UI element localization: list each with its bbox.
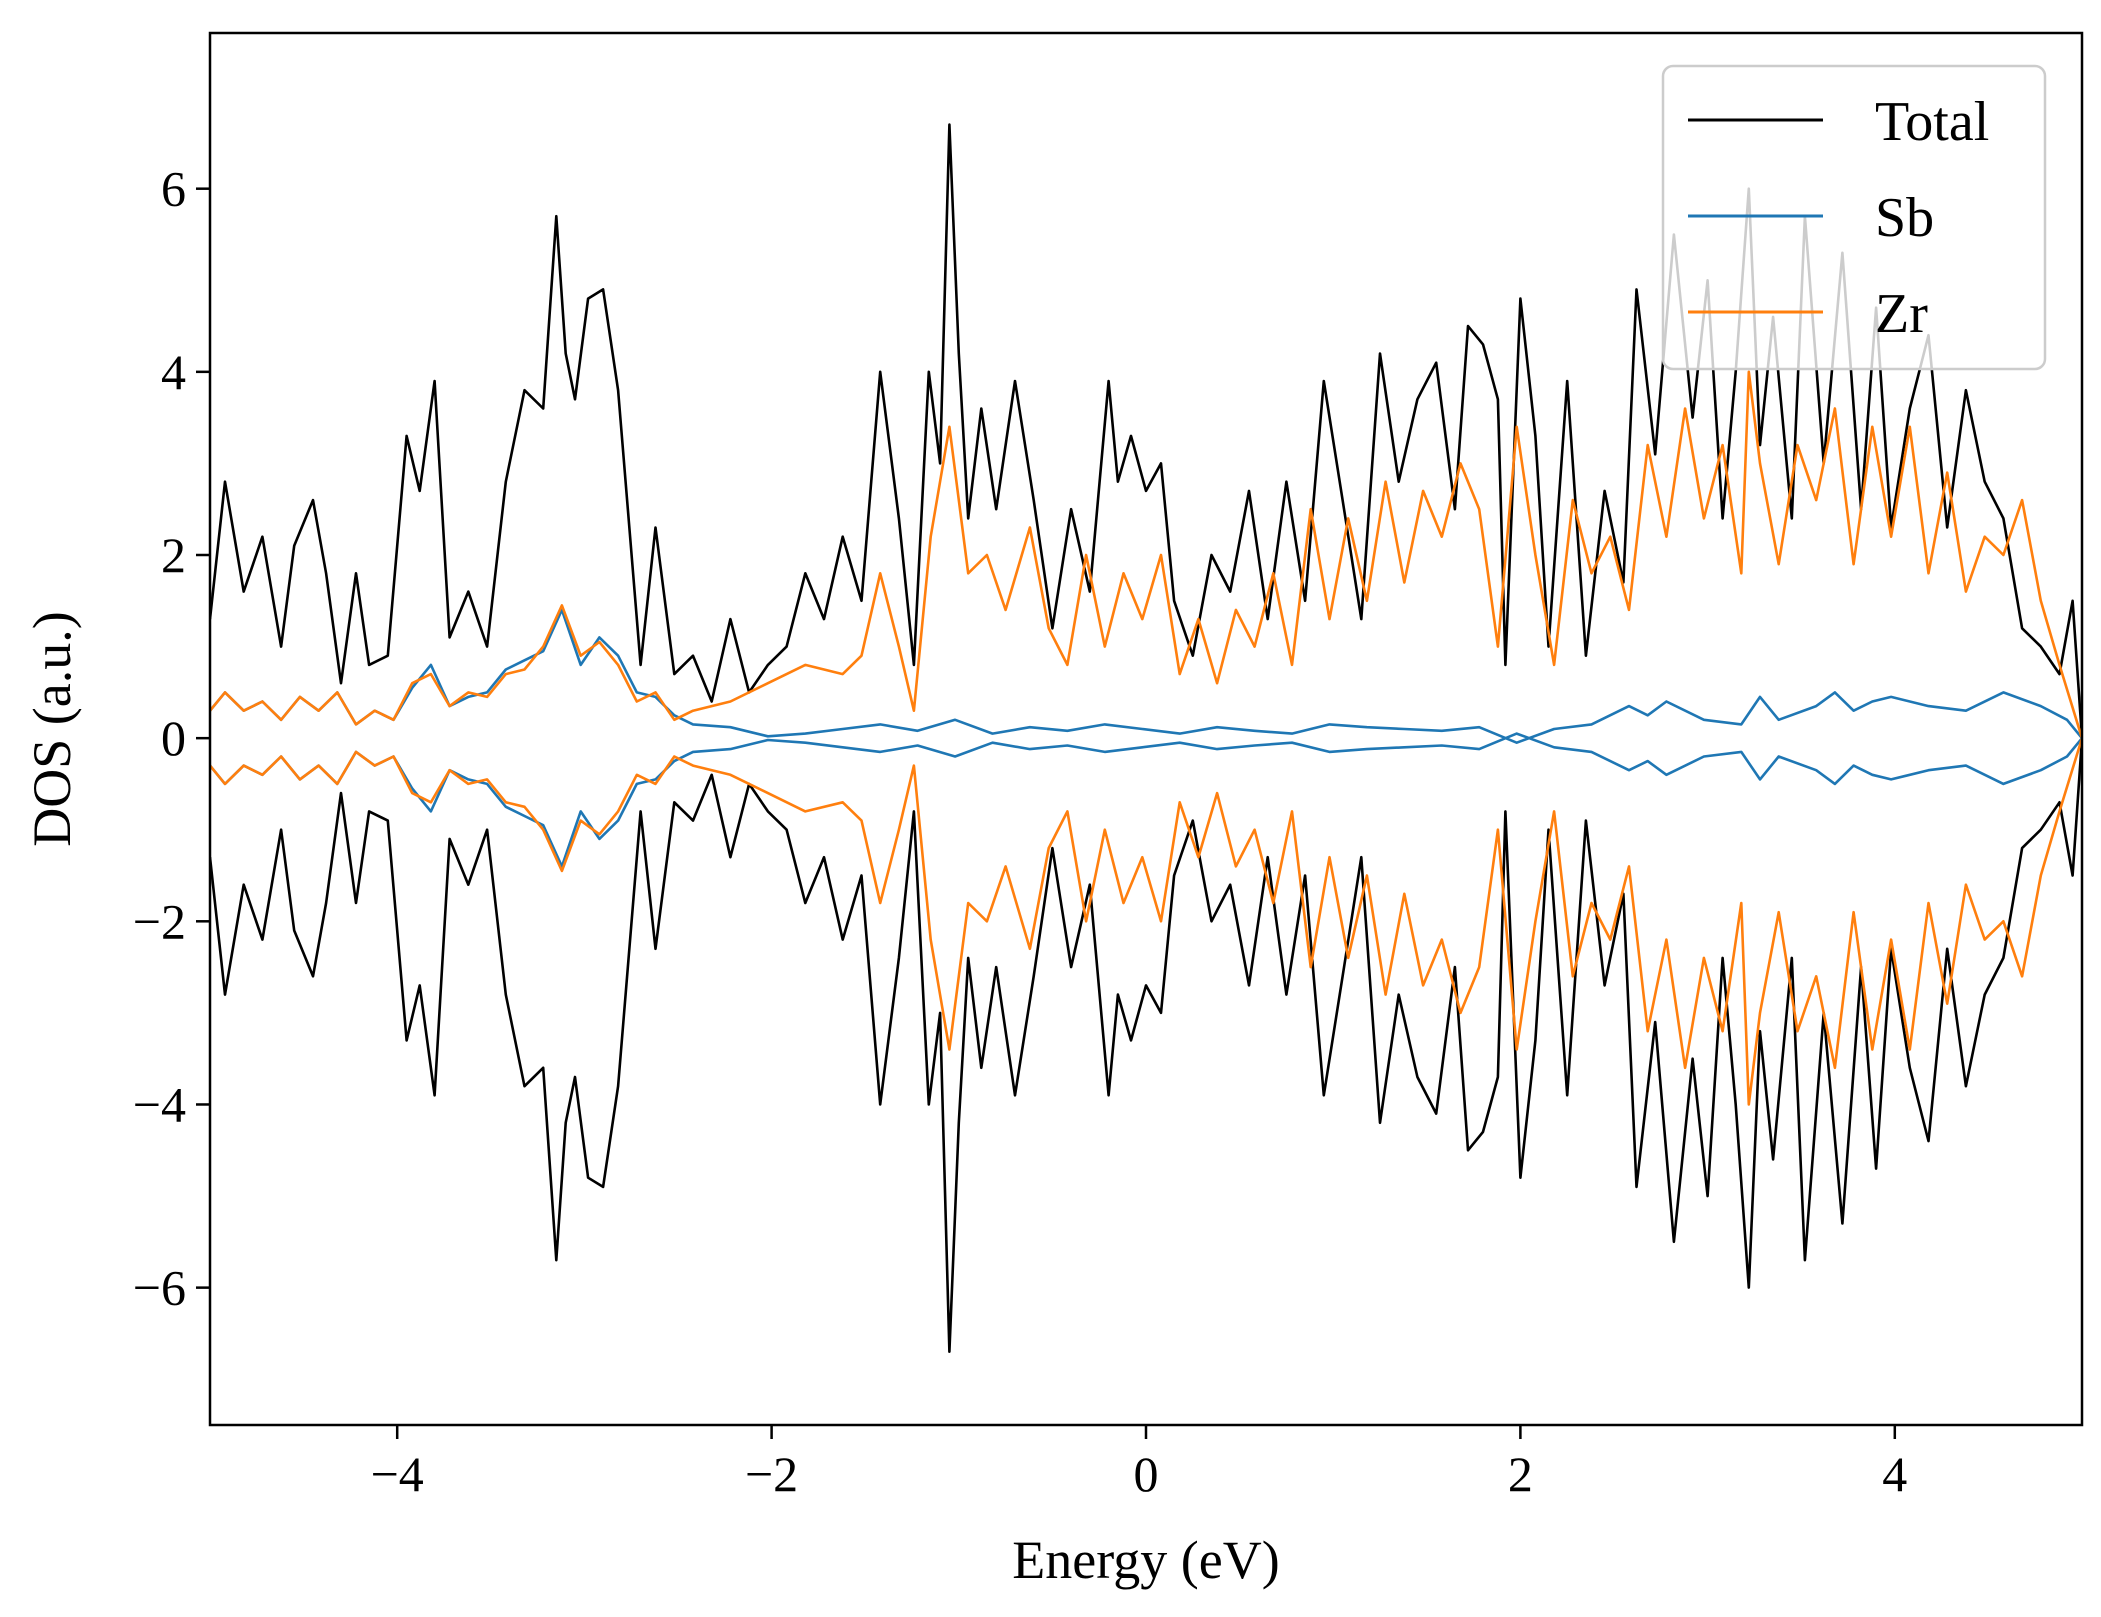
x-axis: −4 −2 0 2 4 — [371, 1425, 1907, 1502]
x-tick-label: 0 — [1134, 1446, 1159, 1502]
x-tick-label: 4 — [1882, 1446, 1907, 1502]
series-line-zr-spin-up — [210, 370, 2082, 739]
y-axis: −6 −4 −2 0 2 4 6 — [133, 161, 210, 1316]
series-line-zr-spin-down — [210, 737, 2082, 1106]
y-tick-label: −4 — [133, 1076, 186, 1132]
series-layer — [210, 123, 2082, 1353]
y-tick-label: 6 — [161, 161, 186, 217]
legend: Total Sb Zr — [1661, 64, 2047, 371]
series-line-total-spin-down — [210, 738, 2082, 1353]
y-tick-label: 0 — [161, 710, 186, 766]
legend-label-zr: Zr — [1875, 283, 1928, 345]
x-tick-label: 2 — [1508, 1446, 1533, 1502]
y-tick-label: 4 — [161, 344, 186, 400]
legend-frame — [1661, 64, 2047, 371]
y-tick-label: −6 — [133, 1260, 186, 1316]
y-tick-label: −2 — [133, 893, 186, 949]
x-tick-label: −2 — [745, 1446, 798, 1502]
y-axis-title: DOS (a.u.) — [22, 611, 82, 846]
x-tick-label: −4 — [371, 1446, 424, 1502]
series-line-total-spin-up — [210, 123, 2082, 739]
x-axis-title: Energy (eV) — [1012, 1530, 1279, 1590]
y-tick-label: 2 — [161, 527, 186, 583]
legend-label-total: Total — [1875, 91, 1989, 153]
legend-label-sb: Sb — [1875, 187, 1934, 249]
